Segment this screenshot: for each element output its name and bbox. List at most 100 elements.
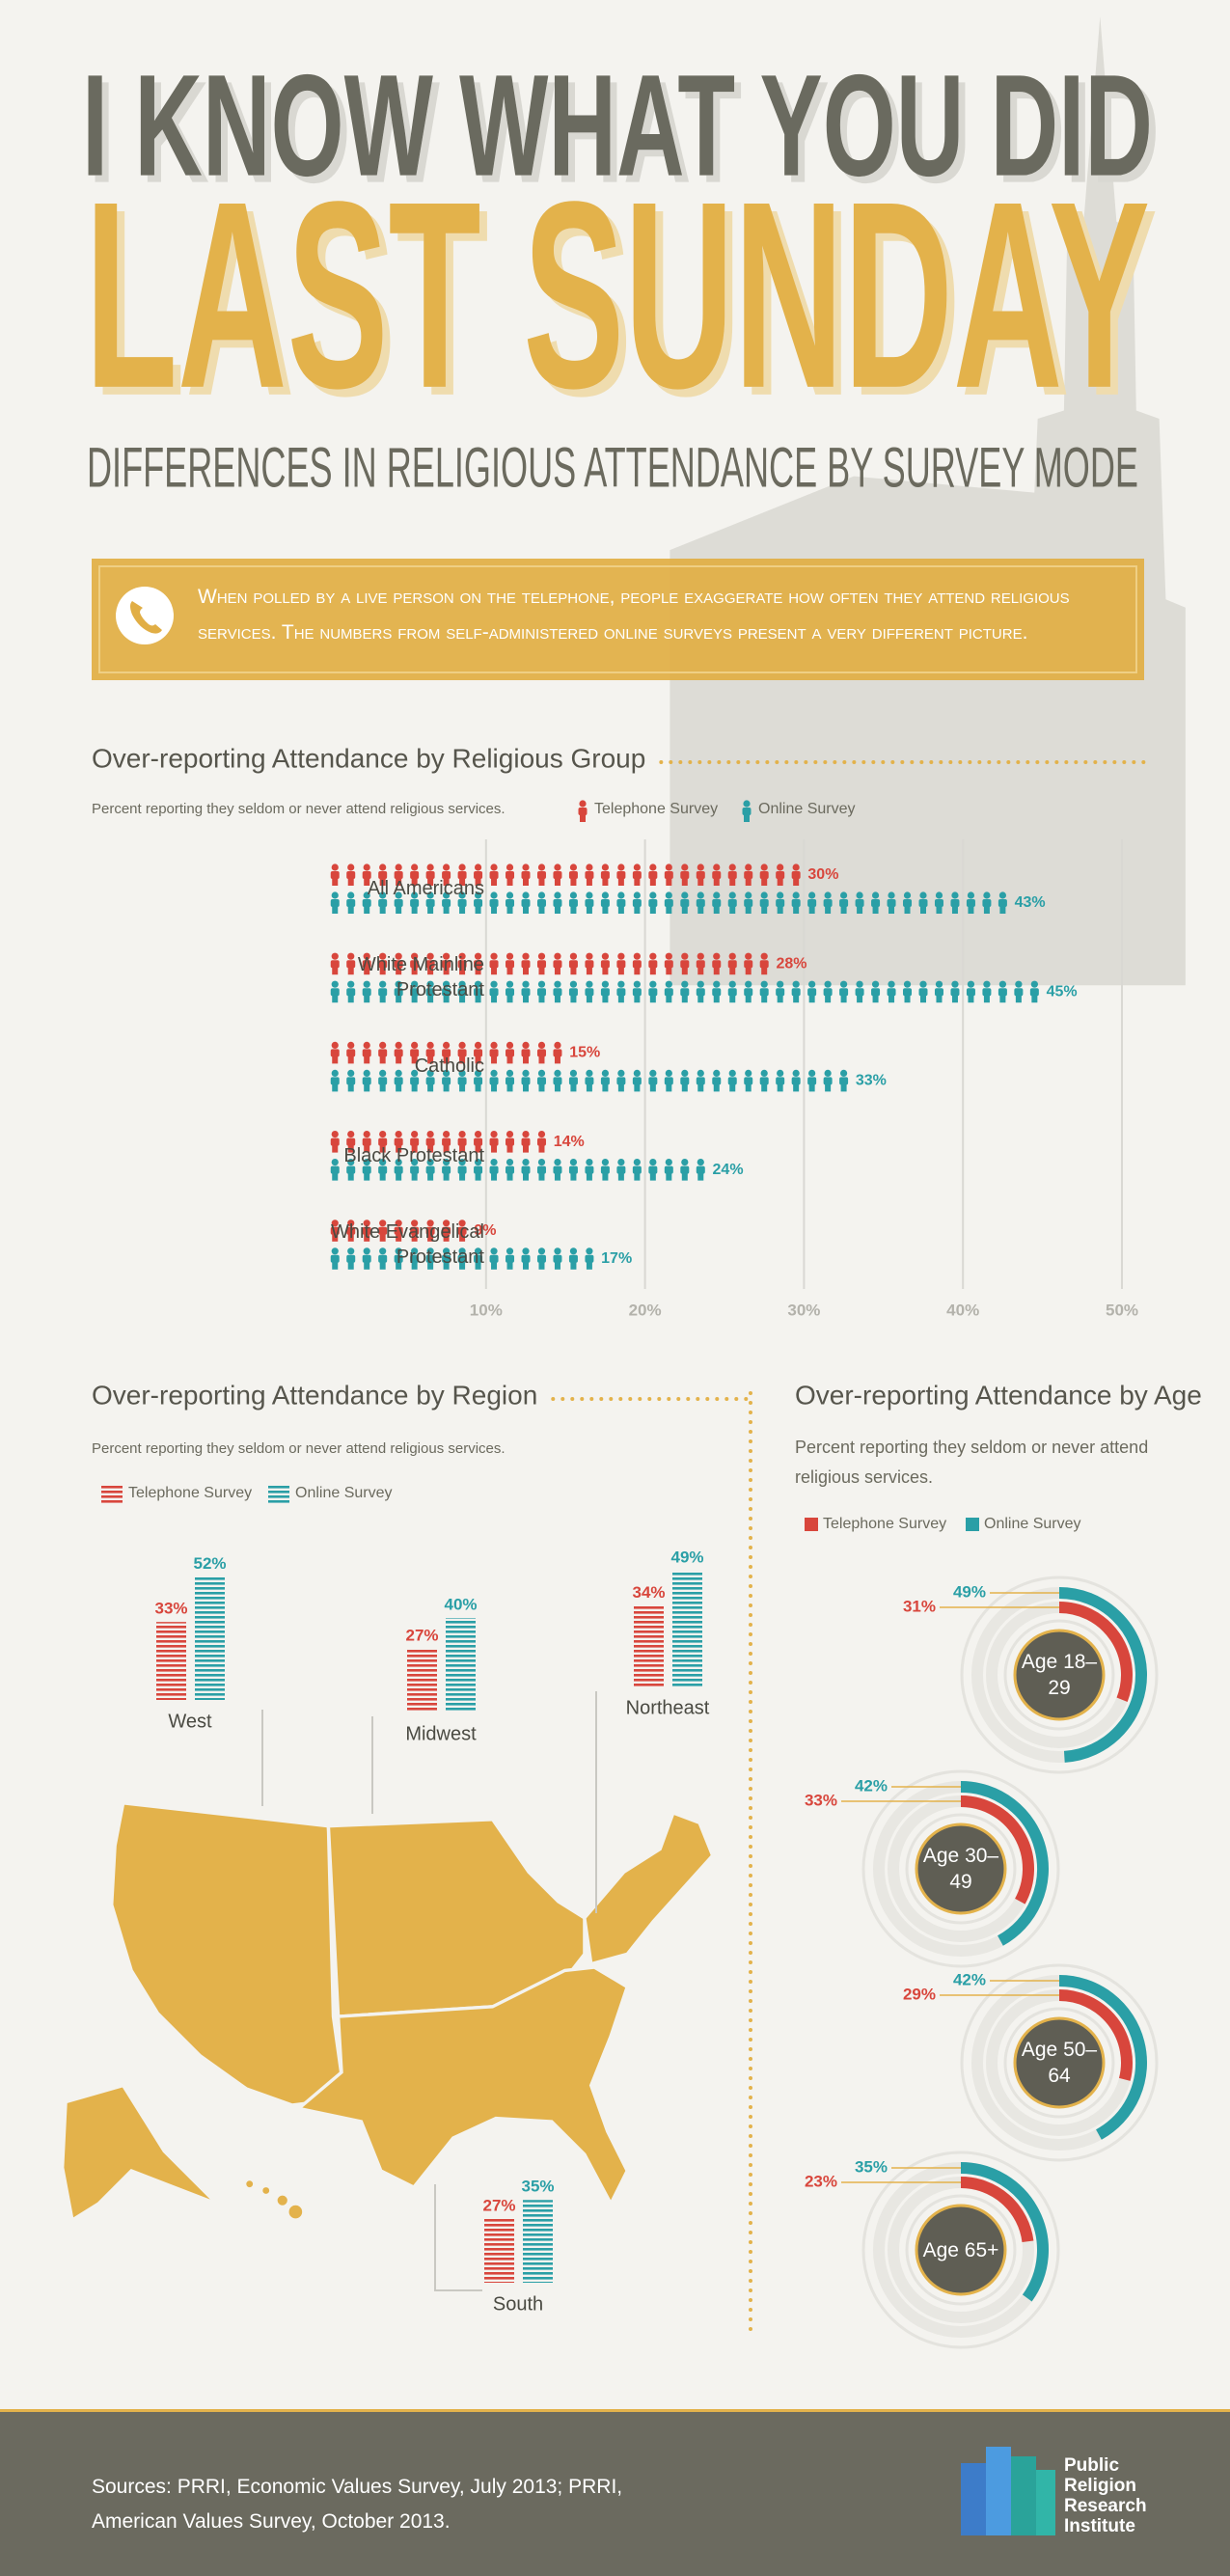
icon-body [394,1165,403,1174]
title-line-1: I KNOW WHAT YOU DID [82,44,1153,206]
person-icon [727,1069,737,1092]
icon-legs [475,995,481,1003]
icon-head [983,891,991,899]
icon-legs [840,906,847,914]
icon-legs [570,1172,577,1181]
person-icon [346,1069,356,1092]
icon-head [697,863,704,871]
person-icon [759,980,769,1003]
person-icon [425,1219,435,1242]
icon-body [553,1254,562,1263]
value-label: 15% [569,1045,600,1061]
icon-body [871,899,881,907]
icon-body [568,871,578,879]
icon-legs [857,906,863,914]
icon-legs [872,906,879,914]
icon-legs [777,878,783,886]
icon-body [791,988,801,997]
icon-head [554,1041,561,1049]
icon-legs [506,1172,513,1181]
person-icon [600,1159,610,1181]
icon-head [649,891,657,899]
person-icon [410,1041,420,1064]
icon-legs [332,1083,339,1092]
icon-legs [523,1083,529,1092]
person-icon [616,1069,626,1092]
icon-head [379,1069,387,1077]
icon-legs [379,1083,386,1092]
category-label: Northeast [626,1697,710,1718]
person-icon [918,891,928,914]
person-icon [330,952,340,975]
person-icon [489,1247,499,1270]
person-icon [521,1041,531,1064]
person-icon [425,980,435,1003]
icon-body [648,899,658,907]
icon-body [506,988,515,997]
map-midwest [326,1818,587,2018]
icon-body [553,871,562,879]
icon-legs [491,995,498,1003]
icon-head [443,1069,451,1077]
icon-legs [681,878,688,886]
map-connectors [261,1691,597,2291]
icon-head [426,1069,434,1077]
icon-head [331,1247,339,1255]
person-icon [330,980,340,1003]
icon-legs [491,1172,498,1181]
icon-legs [443,878,450,886]
person-icon [664,863,673,886]
value-label: 23% [805,2172,837,2190]
icon-legs [888,906,895,914]
person-icon [506,891,515,914]
icon-body [410,960,420,969]
person-icon [823,980,833,1003]
icon-body [425,1254,435,1263]
icon-body [536,960,546,969]
icon-body [648,960,658,969]
icon-body [362,1137,371,1146]
icon-head [411,1247,419,1255]
person-icon [823,891,833,914]
person-icon [966,980,975,1003]
person-icon [474,863,483,886]
icon-head [743,800,751,808]
icon-body [664,1165,673,1174]
ring-bg [960,1963,1159,2162]
icon-legs [506,1144,513,1153]
icon-legs [554,1261,560,1270]
icon-legs [666,1172,672,1181]
logo-text: Public Religion Research Institute [1064,2455,1147,2536]
person-icon [330,1219,340,1242]
person-icon [506,1159,515,1181]
pictogram-bar [330,1041,562,1064]
person-icon [330,891,340,914]
icon-head [903,891,912,899]
icon-legs [777,906,783,914]
person-icon [712,952,722,975]
icon-body [742,808,752,815]
person-icon [489,863,499,886]
icon-legs [427,1172,434,1181]
icon-head [808,1069,816,1077]
icon-body [903,988,913,997]
icon-legs [904,906,911,914]
icon-body [759,960,769,969]
icon-body [457,1226,467,1235]
person-icon [474,1159,483,1181]
icon-legs [793,878,800,886]
person-icon [696,980,705,1003]
icon-head [824,1069,832,1077]
icon-head [506,1069,514,1077]
person-icon [680,891,690,914]
icon-head [443,1219,451,1227]
icon-body [776,1077,785,1085]
icon-head [697,1159,704,1166]
icon-body [506,1077,515,1085]
icon-head [967,891,975,899]
person-icon [536,1131,546,1153]
icon-head [363,1069,370,1077]
person-icon [362,1219,371,1242]
icon-body [918,988,928,997]
person-icon [839,891,849,914]
